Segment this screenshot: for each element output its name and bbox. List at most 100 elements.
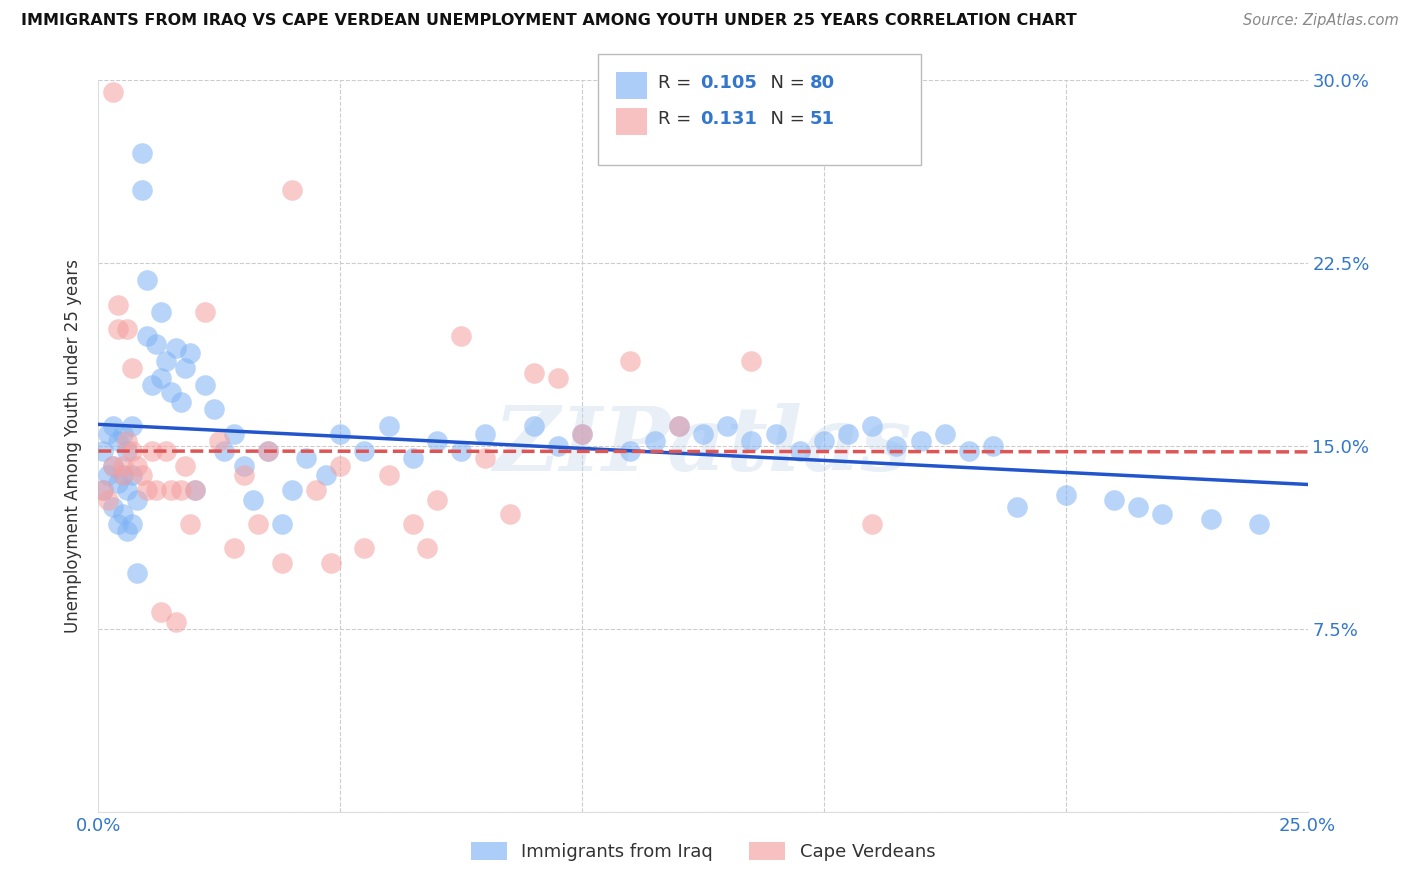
Point bbox=[910, 434, 932, 449]
Point bbox=[117, 524, 139, 539]
Point bbox=[353, 443, 375, 458]
Point bbox=[91, 483, 114, 497]
Point bbox=[837, 426, 859, 441]
Y-axis label: Unemployment Among Youth under 25 years: Unemployment Among Youth under 25 years bbox=[65, 259, 83, 633]
Point bbox=[571, 426, 593, 441]
Point bbox=[740, 353, 762, 368]
Point bbox=[107, 475, 129, 490]
Point bbox=[160, 385, 183, 400]
Point bbox=[150, 370, 173, 384]
Point bbox=[247, 516, 270, 531]
Point bbox=[174, 361, 197, 376]
Point bbox=[155, 443, 177, 458]
Point bbox=[121, 443, 143, 458]
Point bbox=[242, 492, 264, 507]
Point bbox=[329, 426, 352, 441]
Point bbox=[1152, 508, 1174, 522]
Point bbox=[208, 434, 231, 449]
Point bbox=[141, 443, 163, 458]
Point bbox=[315, 468, 337, 483]
Point bbox=[169, 483, 191, 497]
Point bbox=[107, 516, 129, 531]
Point bbox=[377, 468, 399, 483]
Point bbox=[117, 443, 139, 458]
Point bbox=[107, 297, 129, 311]
Point bbox=[145, 483, 167, 497]
Point bbox=[860, 516, 883, 531]
Point bbox=[101, 86, 124, 100]
Text: 51: 51 bbox=[810, 110, 835, 128]
Point bbox=[450, 443, 472, 458]
Point bbox=[668, 419, 690, 434]
Point bbox=[523, 419, 546, 434]
Point bbox=[668, 419, 690, 434]
Point bbox=[474, 451, 496, 466]
Point bbox=[131, 183, 153, 197]
Point bbox=[111, 508, 134, 522]
Point bbox=[426, 492, 449, 507]
Point bbox=[474, 426, 496, 441]
Point bbox=[934, 426, 956, 441]
Point bbox=[523, 366, 546, 380]
Point bbox=[547, 370, 569, 384]
Point bbox=[135, 329, 157, 343]
Point bbox=[1007, 500, 1029, 514]
Point bbox=[886, 439, 908, 453]
Point bbox=[295, 451, 318, 466]
Point bbox=[160, 483, 183, 497]
Point bbox=[1199, 512, 1222, 526]
Point bbox=[174, 458, 197, 473]
Point bbox=[256, 443, 278, 458]
Point bbox=[101, 500, 124, 514]
Text: Source: ZipAtlas.com: Source: ZipAtlas.com bbox=[1243, 13, 1399, 29]
Point bbox=[194, 378, 217, 392]
Point bbox=[232, 468, 254, 483]
Point bbox=[981, 439, 1004, 453]
Point bbox=[740, 434, 762, 449]
Legend: Immigrants from Iraq, Cape Verdeans: Immigrants from Iraq, Cape Verdeans bbox=[464, 835, 942, 869]
Point bbox=[450, 329, 472, 343]
Point bbox=[150, 605, 173, 619]
Point bbox=[281, 483, 304, 497]
Point bbox=[117, 434, 139, 449]
Point bbox=[117, 322, 139, 336]
Point bbox=[377, 419, 399, 434]
Point bbox=[121, 516, 143, 531]
Point bbox=[1102, 492, 1125, 507]
Point bbox=[222, 541, 245, 556]
Point bbox=[131, 468, 153, 483]
Point bbox=[1054, 488, 1077, 502]
Point bbox=[145, 336, 167, 351]
Point bbox=[127, 566, 149, 580]
Text: R =: R = bbox=[658, 110, 697, 128]
Point bbox=[121, 468, 143, 483]
Point bbox=[416, 541, 439, 556]
Point bbox=[813, 434, 835, 449]
Point bbox=[271, 556, 294, 570]
Point bbox=[179, 346, 201, 360]
Point bbox=[101, 458, 124, 473]
Point bbox=[194, 305, 217, 319]
Text: ZIPatlas: ZIPatlas bbox=[495, 403, 911, 489]
Point bbox=[101, 419, 124, 434]
Text: 80: 80 bbox=[810, 74, 835, 92]
Point bbox=[692, 426, 714, 441]
Point bbox=[97, 492, 120, 507]
Text: IMMIGRANTS FROM IRAQ VS CAPE VERDEAN UNEMPLOYMENT AMONG YOUTH UNDER 25 YEARS COR: IMMIGRANTS FROM IRAQ VS CAPE VERDEAN UNE… bbox=[21, 13, 1077, 29]
Point bbox=[141, 378, 163, 392]
Point bbox=[281, 183, 304, 197]
Point bbox=[107, 434, 129, 449]
Point bbox=[256, 443, 278, 458]
Point bbox=[101, 458, 124, 473]
Point bbox=[222, 426, 245, 441]
Point bbox=[619, 443, 641, 458]
Point bbox=[179, 516, 201, 531]
Point bbox=[271, 516, 294, 531]
Point bbox=[426, 434, 449, 449]
Point bbox=[111, 468, 134, 483]
Text: N =: N = bbox=[759, 110, 811, 128]
Text: R =: R = bbox=[658, 74, 697, 92]
Point bbox=[150, 305, 173, 319]
Point bbox=[127, 492, 149, 507]
Text: N =: N = bbox=[759, 74, 811, 92]
